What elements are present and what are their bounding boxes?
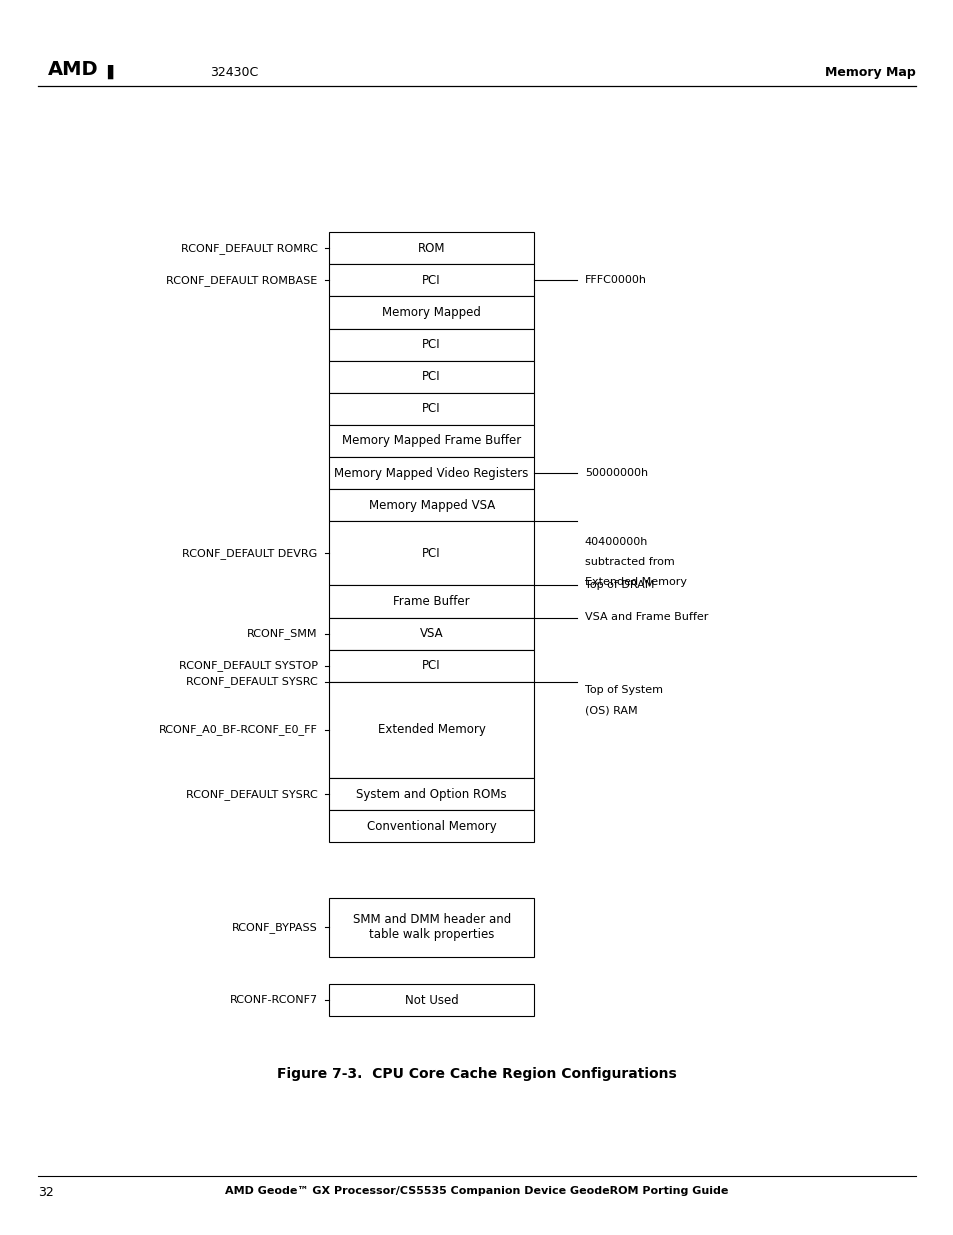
Text: RCONF_A0_BF-RCONF_E0_FF: RCONF_A0_BF-RCONF_E0_FF [158, 725, 317, 735]
Text: Frame Buffer: Frame Buffer [393, 595, 470, 608]
Text: Memory Map: Memory Map [824, 65, 915, 79]
Text: RCONF_DEFAULT DEVRG: RCONF_DEFAULT DEVRG [182, 548, 317, 558]
Bar [329, 898, 534, 957]
Text: System and Option ROMs: System and Option ROMs [356, 788, 506, 800]
Text: ROM: ROM [417, 242, 445, 254]
Text: Memory Mapped Frame Buffer: Memory Mapped Frame Buffer [342, 435, 520, 447]
Text: VSA and Frame Buffer: VSA and Frame Buffer [584, 613, 707, 622]
Bar [329, 329, 534, 361]
Text: Memory Mapped Video Registers: Memory Mapped Video Registers [335, 467, 528, 479]
Bar [329, 585, 534, 618]
Text: 32430C: 32430C [210, 65, 258, 79]
Text: AMD: AMD [48, 61, 98, 79]
Text: Extended Memory: Extended Memory [584, 577, 686, 587]
Text: PCI: PCI [422, 338, 440, 351]
Text: 40400000h: 40400000h [584, 537, 647, 547]
Bar [329, 650, 534, 682]
Text: 32: 32 [38, 1186, 54, 1199]
Text: PCI: PCI [422, 403, 440, 415]
Bar [329, 618, 534, 650]
Bar [329, 682, 534, 778]
Text: RCONF-RCONF7: RCONF-RCONF7 [230, 995, 317, 1005]
Bar [329, 393, 534, 425]
Text: Memory Mapped: Memory Mapped [382, 306, 480, 319]
Text: Extended Memory: Extended Memory [377, 724, 485, 736]
Bar [329, 361, 534, 393]
Bar [329, 521, 534, 585]
Bar [329, 296, 534, 329]
Bar [329, 264, 534, 296]
Text: PCI: PCI [422, 274, 440, 287]
Text: (OS) RAM: (OS) RAM [584, 705, 637, 715]
Text: Not Used: Not Used [404, 994, 458, 1007]
Bar [329, 489, 534, 521]
Bar [329, 984, 534, 1016]
Text: SMM and DMM header and
table walk properties: SMM and DMM header and table walk proper… [353, 914, 510, 941]
Text: RCONF_DEFAULT SYSRC: RCONF_DEFAULT SYSRC [186, 789, 317, 799]
Text: 50000000h: 50000000h [584, 468, 647, 478]
Text: RCONF_DEFAULT ROMRC: RCONF_DEFAULT ROMRC [181, 243, 317, 253]
Bar [329, 457, 534, 489]
Text: RCONF_DEFAULT SYSTOP: RCONF_DEFAULT SYSTOP [178, 661, 317, 671]
Bar [329, 232, 534, 264]
Text: FFFC0000h: FFFC0000h [584, 275, 646, 285]
Bar [329, 778, 534, 810]
Text: RCONF_SMM: RCONF_SMM [247, 629, 317, 638]
Text: Top of System: Top of System [584, 685, 662, 695]
Text: Memory Mapped VSA: Memory Mapped VSA [368, 499, 495, 511]
Text: Figure 7-3.  CPU Core Cache Region Configurations: Figure 7-3. CPU Core Cache Region Config… [276, 1067, 677, 1082]
Text: VSA: VSA [419, 627, 443, 640]
Text: PCI: PCI [422, 547, 440, 559]
Text: ▌: ▌ [107, 64, 117, 79]
Text: Top of DRAM: Top of DRAM [584, 580, 654, 590]
Text: Conventional Memory: Conventional Memory [366, 820, 497, 832]
Bar [329, 425, 534, 457]
Text: PCI: PCI [422, 370, 440, 383]
Text: RCONF_BYPASS: RCONF_BYPASS [232, 923, 317, 932]
Text: RCONF_DEFAULT ROMBASE: RCONF_DEFAULT ROMBASE [166, 275, 317, 285]
Text: RCONF_DEFAULT SYSRC: RCONF_DEFAULT SYSRC [186, 677, 317, 687]
Bar [329, 810, 534, 842]
Text: AMD Geode™ GX Processor/CS5535 Companion Device GeodeROM Porting Guide: AMD Geode™ GX Processor/CS5535 Companion… [225, 1186, 728, 1195]
Text: PCI: PCI [422, 659, 440, 672]
Text: subtracted from: subtracted from [584, 557, 674, 567]
